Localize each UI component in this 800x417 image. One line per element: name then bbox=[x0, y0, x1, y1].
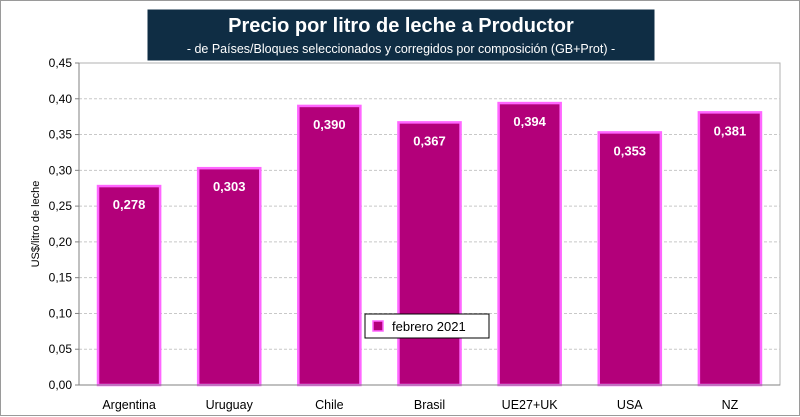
y-tick-label: 0,45 bbox=[49, 56, 73, 70]
bar bbox=[697, 111, 763, 387]
title-background bbox=[146, 8, 656, 62]
y-tick-label: 0,35 bbox=[49, 128, 73, 142]
x-category-label: Chile bbox=[315, 398, 344, 412]
x-category-label: UE27+UK bbox=[502, 398, 559, 412]
y-tick-label: 0,05 bbox=[49, 342, 73, 356]
bar bbox=[397, 121, 462, 387]
bar-value-label: 0,353 bbox=[614, 143, 647, 158]
bar-value-label: 0,394 bbox=[513, 114, 546, 129]
data-labels: 0,278 0,303 0,390 0,367 0,394 0,353 0,381 bbox=[113, 114, 746, 212]
y-tick-label: 0,10 bbox=[49, 306, 73, 320]
x-category-label: Argentina bbox=[102, 398, 156, 412]
chart-subtitle: - de Países/Bloques seleccionados y corr… bbox=[187, 42, 615, 56]
y-tick-label: 0,25 bbox=[49, 199, 73, 213]
legend-box bbox=[364, 313, 490, 339]
bar-value-label: 0,303 bbox=[213, 179, 246, 194]
x-category-label: NZ bbox=[722, 398, 739, 412]
bar bbox=[96, 184, 162, 387]
y-axis-title: US$/litro de leche bbox=[30, 181, 42, 268]
chart-title: Precio por litro de leche a Productor bbox=[228, 15, 574, 37]
y-tick-label: 0,40 bbox=[49, 92, 73, 106]
y-axis-ticks: 0,00 0,05 0,10 0,15 0,20 0,25 0,30 0,35 0,40 0,45 bbox=[49, 56, 79, 392]
bars bbox=[96, 101, 763, 387]
bar bbox=[597, 131, 663, 387]
title-box: Precio por litro de leche a Productor - … bbox=[146, 8, 656, 62]
x-category-label: Brasil bbox=[414, 398, 445, 412]
bar bbox=[196, 166, 262, 387]
x-axis-categories: Argentina Uruguay Chile Brasil UE27+UK USA NZ bbox=[102, 398, 738, 412]
bar bbox=[297, 104, 362, 387]
x-category-label: Uruguay bbox=[206, 398, 254, 412]
bar-value-label: 0,381 bbox=[714, 123, 747, 138]
legend-label: febrero 2021 bbox=[392, 319, 466, 334]
legend-swatch bbox=[372, 320, 384, 332]
bar-value-label: 0,390 bbox=[313, 117, 346, 132]
y-tick-label: 0,15 bbox=[49, 271, 73, 285]
bar-value-label: 0,367 bbox=[413, 133, 446, 148]
y-tick-label: 0,00 bbox=[49, 378, 73, 392]
legend: febrero 2021 bbox=[364, 313, 490, 339]
bar-value-label: 0,278 bbox=[113, 197, 146, 212]
y-tick-label: 0,20 bbox=[49, 235, 73, 249]
y-tick-label: 0,30 bbox=[49, 163, 73, 177]
x-category-label: USA bbox=[617, 398, 643, 412]
bar bbox=[497, 101, 562, 387]
